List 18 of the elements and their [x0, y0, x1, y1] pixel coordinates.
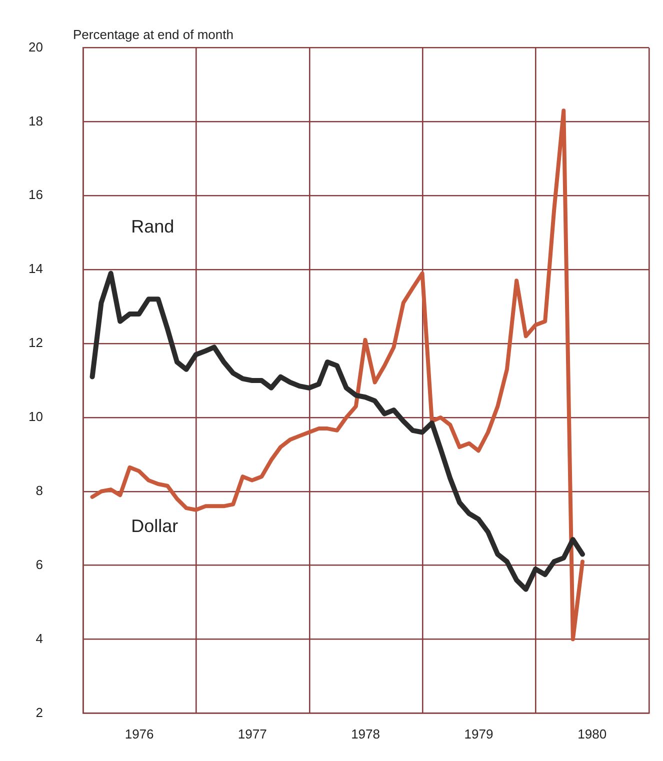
y-tick-label: 2	[36, 704, 43, 720]
y-tick-label: 8	[36, 482, 43, 498]
y-axis-title: Percentage at end of month	[73, 26, 234, 42]
y-tick-label: 18	[28, 113, 43, 128]
y-tick-label: 20	[28, 39, 43, 54]
x-tick-label: 1976	[124, 726, 154, 742]
y-tick-label: 6	[36, 556, 43, 572]
series-label: Dollar	[131, 516, 178, 536]
y-tick-label: 10	[28, 409, 43, 424]
y-tick-label: 4	[36, 630, 43, 646]
x-tick-label: 1978	[351, 726, 380, 742]
y-tick-label: 16	[28, 187, 43, 202]
y-tick-label: 12	[28, 335, 43, 350]
x-tick-label: 1977	[238, 726, 267, 742]
text: Rand	[131, 216, 174, 236]
x-tick-label: 1979	[464, 726, 494, 742]
y-tick-label: 14	[28, 261, 43, 276]
x-tick-label: 1980	[578, 726, 607, 742]
